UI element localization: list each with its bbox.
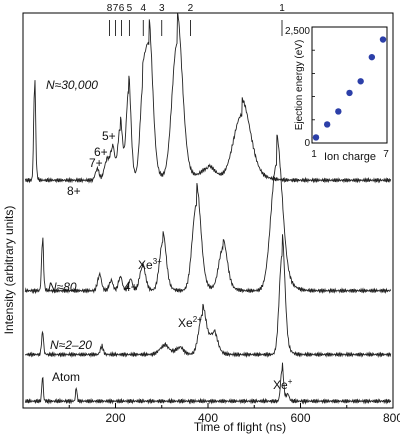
top-mark-label-6: 6 — [119, 3, 125, 14]
inset-x-axis-label: Ion charge — [324, 151, 376, 163]
top-mark-label-4: 4 — [140, 3, 146, 14]
inset-y-tick-bottom: 0 — [304, 138, 310, 149]
inset-x-tick-left: 1 — [311, 149, 317, 160]
top-mark-label-2: 2 — [188, 3, 194, 14]
trace-n-80 — [24, 134, 392, 295]
inset-point-3 — [335, 108, 342, 115]
inset-plot: 2,500 0 1 7 Ion charge Ejection energy (… — [285, 16, 391, 163]
top-mark-label-8: 8 — [107, 3, 113, 14]
inset-point-5 — [357, 78, 364, 85]
inset-point-4 — [346, 89, 353, 97]
annotation-xe3plus: Xe3+ — [138, 257, 162, 272]
main-y-axis-label: Intensity (arbitrary units) — [2, 206, 16, 335]
inset-frame — [311, 26, 388, 144]
inset-points — [312, 26, 387, 144]
annotation-8plus: 8+ — [67, 184, 81, 198]
inset-y-axis-label: Ejection energy (eV) — [294, 40, 305, 131]
series-label-30000: N≈30,000 — [46, 78, 98, 92]
inset-x-tick-right: 7 — [383, 149, 389, 160]
trace-atom — [24, 362, 392, 405]
inset-y-tick-top: 2,500 — [285, 26, 310, 37]
series-label-80: N≈80 — [48, 280, 77, 294]
top-mark-label-3: 3 — [159, 3, 165, 14]
top-mark-label-5: 5 — [127, 3, 133, 14]
inset-point-2 — [323, 121, 331, 128]
annotation-5plus: 5+ — [102, 129, 116, 143]
annotation-6plus: 6+ — [94, 145, 108, 159]
top-mark-label-1: 1 — [279, 3, 285, 14]
annotation-xe2plus: Xe2+ — [178, 315, 202, 330]
main-traces — [24, 13, 392, 405]
trace-n-2-20 — [24, 234, 392, 359]
main-x-axis-label: Time of flight (ns) — [194, 420, 286, 434]
x-tick-label-800: 800 — [383, 411, 400, 425]
trace-n-30-000 — [24, 13, 392, 184]
inset-point-1 — [312, 134, 320, 141]
inset-point-7 — [379, 36, 387, 43]
annotation-xeplus: Xe+ — [273, 377, 293, 392]
series-label-2-20: N≈2–20 — [50, 338, 92, 352]
inset-point-6 — [368, 53, 376, 61]
x-tick-label-200: 200 — [105, 411, 125, 425]
x-tick-label-400: 400 — [198, 411, 218, 425]
annotation-4plus: 4+ — [124, 280, 138, 294]
annotation-7plus: 7+ — [89, 156, 103, 170]
series-label-atom: Atom — [52, 370, 80, 384]
main-x-ticks: 200 400 600 800 — [68, 403, 400, 425]
inset-background — [296, 16, 391, 142]
top-mark-label-7: 7 — [113, 3, 119, 14]
x-tick-label-600: 600 — [290, 411, 310, 425]
